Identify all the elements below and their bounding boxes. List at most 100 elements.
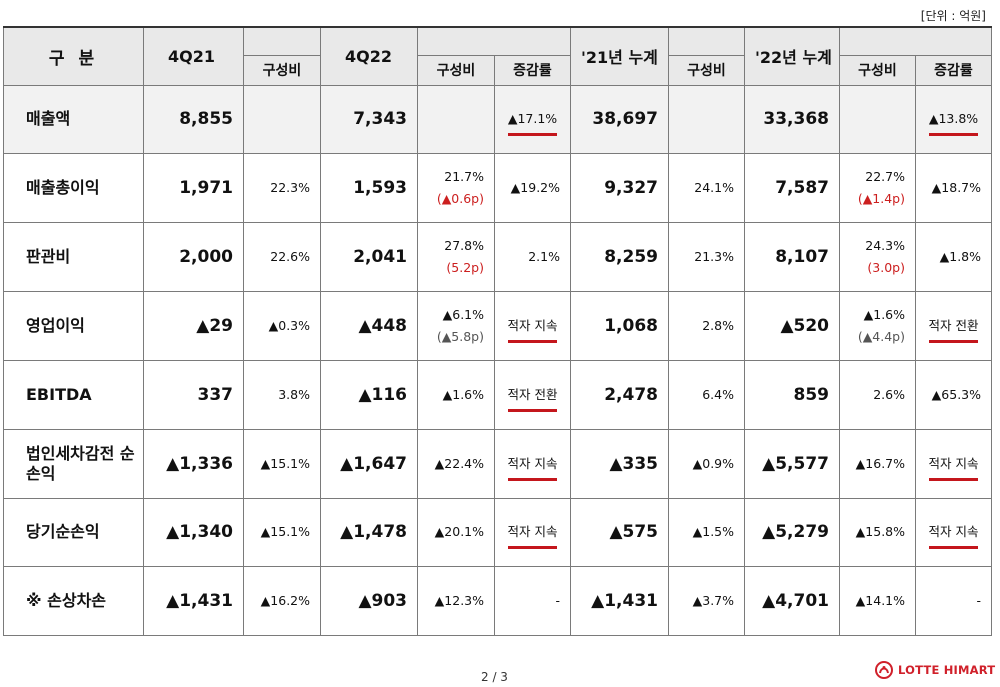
ratio-4q21: ▲16.2% <box>243 565 321 636</box>
value-4q21: ▲1,431 <box>143 565 244 636</box>
value-4q22: 7,343 <box>320 84 418 154</box>
ratio-value: ▲6.1% <box>442 306 484 322</box>
row-label: EBITDA <box>3 359 144 430</box>
company-logo: LOTTE HIMART <box>875 661 995 679</box>
change-4q22: 2.1% <box>494 221 571 292</box>
ratio-value: ▲1.6% <box>863 306 905 322</box>
value-4q22: ▲1,647 <box>320 428 418 499</box>
row-label: 판관비 <box>3 221 144 292</box>
value-4q22: ▲903 <box>320 565 418 636</box>
change-22-cumulative: 적자 전환 <box>915 290 992 361</box>
value-4q22: 2,041 <box>320 221 418 292</box>
ratio-value: 24.3% <box>865 237 905 253</box>
ratio-value: ▲12.3% <box>434 592 484 608</box>
value-22-cumulative: 8,107 <box>744 221 840 292</box>
header-spacer <box>417 26 571 56</box>
header-ratio: 구성비 <box>839 54 916 86</box>
ratio-value: 27.8% <box>444 237 484 253</box>
change-value-underlined: ▲17.1% <box>507 108 558 136</box>
financial-summary-table: 구 분 4Q21 4Q22 '21년 누계 '22년 누계 구성비 구성비 증감… <box>3 26 992 636</box>
change-4q22: ▲17.1% <box>494 84 571 154</box>
ratio-22-cumulative: 24.3% (3.0p) <box>839 221 916 292</box>
ratio-value: 21.7% <box>444 168 484 184</box>
ratio-22-cumulative <box>839 84 916 154</box>
ratio-value: ▲1.6% <box>442 386 484 402</box>
row-label: 매출총이익 <box>3 152 144 223</box>
table-row: 매출총이익 1,971 22.3% 1,593 21.7% (▲0.6p) ▲19.2% 9,… <box>3 152 992 223</box>
page-number: 2 / 3 <box>481 670 508 684</box>
value-22-cumulative: ▲5,577 <box>744 428 840 499</box>
value-21-cumulative: ▲575 <box>570 497 669 567</box>
value-21-cumulative: 1,068 <box>570 290 669 361</box>
ratio-21-cumulative: ▲1.5% <box>668 497 745 567</box>
ratio-4q21: ▲15.1% <box>243 497 321 567</box>
ratio-4q22: ▲1.6% <box>417 359 495 430</box>
ratio-4q22: ▲6.1% (▲5.8p) <box>417 290 495 361</box>
change-22-cumulative: 적자 지속 <box>915 497 992 567</box>
value-4q21: ▲29 <box>143 290 244 361</box>
ratio-value: ▲15.8% <box>855 524 905 539</box>
row-label: 당기순손익 <box>3 497 144 567</box>
change-value-underlined: ▲13.8% <box>928 108 979 136</box>
ratio-21-cumulative: 6.4% <box>668 359 745 430</box>
change-22-cumulative: - <box>915 565 992 636</box>
ratio-21-cumulative <box>668 84 745 154</box>
value-4q21: 8,855 <box>143 84 244 154</box>
ratio-4q21: ▲15.1% <box>243 428 321 499</box>
value-21-cumulative: ▲335 <box>570 428 669 499</box>
change-value-underlined: 적자 전환 <box>507 384 558 412</box>
ratio-4q22 <box>417 84 495 154</box>
change-value-underlined: 적자 지속 <box>928 521 979 549</box>
table-row: 당기순손익 ▲1,340 ▲15.1% ▲1,478 ▲20.1% 적자 지속 ▲575 ▲1… <box>3 497 992 567</box>
ratio-value: 2.6% <box>873 386 905 402</box>
change-22-cumulative: 적자 지속 <box>915 428 992 499</box>
row-label: ※ 손상차손 <box>3 565 144 636</box>
value-21-cumulative: ▲1,431 <box>570 565 669 636</box>
value-4q22: 1,593 <box>320 152 418 223</box>
header-ratio: 구성비 <box>668 54 745 86</box>
value-4q21: 337 <box>143 359 244 430</box>
header-spacer <box>839 26 992 56</box>
value-4q21: 2,000 <box>143 221 244 292</box>
change-4q22: - <box>494 565 571 636</box>
value-21-cumulative: 9,327 <box>570 152 669 223</box>
ratio-21-cumulative: 21.3% <box>668 221 745 292</box>
value-22-cumulative: 859 <box>744 359 840 430</box>
ratio-4q21: 22.3% <box>243 152 321 223</box>
header-spacer <box>243 26 321 56</box>
ratio-change-points: (3.0p) <box>867 259 905 275</box>
ratio-value: ▲22.4% <box>434 455 484 471</box>
table-header: 구 분 4Q21 4Q22 '21년 누계 '22년 누계 구성비 구성비 증감… <box>3 26 992 86</box>
change-22-cumulative: ▲13.8% <box>915 84 992 154</box>
ratio-change-points: (5.2p) <box>446 259 484 275</box>
value-4q22: ▲116 <box>320 359 418 430</box>
ratio-change-points: (▲0.6p) <box>436 190 484 206</box>
header-22-cumulative: '22년 누계 <box>744 26 840 86</box>
value-21-cumulative: 8,259 <box>570 221 669 292</box>
ratio-21-cumulative: 2.8% <box>668 290 745 361</box>
header-21-cumulative: '21년 누계 <box>570 26 669 86</box>
lotte-logo-icon <box>875 661 893 679</box>
table-row: 영업이익 ▲29 ▲0.3% ▲448 ▲6.1% (▲5.8p) 적자 지속 1,068 2.… <box>3 290 992 361</box>
row-label: 법인세차감전 순손익 <box>3 428 144 499</box>
ratio-value: 22.7% <box>865 168 905 184</box>
table-row: 매출액 8,855 7,343 ▲17.1% 38,697 33,368 ▲13.8% <box>3 84 992 154</box>
ratio-21-cumulative: ▲3.7% <box>668 565 745 636</box>
change-4q22: ▲19.2% <box>494 152 571 223</box>
change-22-cumulative: ▲65.3% <box>915 359 992 430</box>
ratio-value: ▲16.7% <box>855 455 905 471</box>
ratio-21-cumulative: 24.1% <box>668 152 745 223</box>
ratio-change-points: (▲4.4p) <box>857 328 905 344</box>
header-4q21: 4Q21 <box>143 26 244 86</box>
change-4q22: 적자 지속 <box>494 497 571 567</box>
ratio-change-points: (▲5.8p) <box>436 328 484 344</box>
change-4q22: 적자 지속 <box>494 290 571 361</box>
ratio-22-cumulative: ▲14.1% <box>839 565 916 636</box>
ratio-4q22: ▲20.1% <box>417 497 495 567</box>
ratio-22-cumulative: 2.6% <box>839 359 916 430</box>
table-row: EBITDA 337 3.8% ▲116 ▲1.6% 적자 전환 2,478 6.4% 859 2… <box>3 359 992 430</box>
table-row: ※ 손상차손 ▲1,431 ▲16.2% ▲903 ▲12.3% - ▲1,431 ▲3.7%… <box>3 565 992 636</box>
ratio-22-cumulative: ▲16.7% <box>839 428 916 499</box>
row-label: 영업이익 <box>3 290 144 361</box>
value-4q21: 1,971 <box>143 152 244 223</box>
